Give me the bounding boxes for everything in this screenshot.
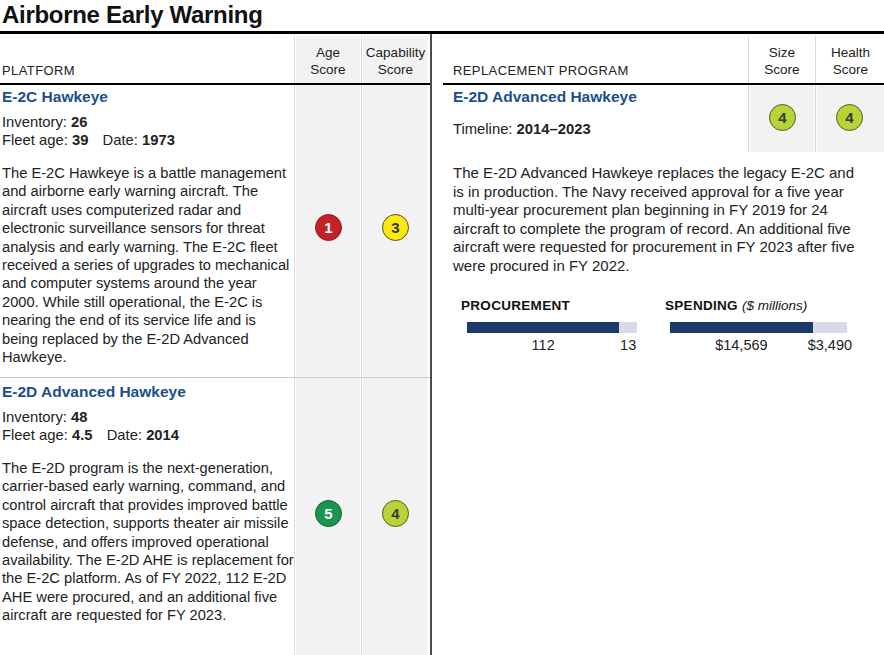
- procurement-bar: [467, 322, 637, 333]
- inventory-line-e2c: Inventory: 26: [2, 114, 88, 130]
- platform-name-e2c: E-2C Hawkeye: [2, 88, 108, 106]
- spending-bar-labels: $14,569 $3,490: [670, 337, 847, 355]
- replacement-program-name: E-2D Advanced Hawkeye: [453, 88, 637, 106]
- inventory-label: Inventory:: [2, 114, 67, 130]
- timeline-value: 2014–2023: [517, 121, 591, 137]
- procurement-procured-value: 112: [532, 337, 555, 353]
- inventory-line-e2d: Inventory: 48: [2, 409, 88, 425]
- capability-score-column-background: [363, 36, 428, 655]
- capability-score-badge-e2c: 3: [382, 214, 409, 241]
- fleet-age-value: 4.5: [72, 427, 93, 443]
- date-label: Date:: [103, 132, 138, 148]
- fleet-age-label: Fleet age:: [2, 132, 68, 148]
- spending-title-text: SPENDING: [665, 298, 738, 313]
- procurement-requested-segment: [619, 322, 637, 333]
- spending-spent-value: $14,569: [715, 337, 767, 353]
- platform-name-e2d: E-2D Advanced Hawkeye: [2, 383, 186, 401]
- platform-column-header: PLATFORM: [2, 63, 75, 78]
- platform-description-e2d: The E-2D program is the next-generation,…: [2, 459, 295, 625]
- date-label: Date:: [107, 427, 142, 443]
- age-score-badge-e2c: 1: [315, 214, 342, 241]
- timeline-line: Timeline: 2014–2023: [453, 121, 591, 137]
- airborne-early-warning-infographic: Airborne Early Warning PLATFORM Age Scor…: [0, 0, 884, 655]
- health-score-badge: 4: [836, 104, 863, 131]
- column-divider: [748, 36, 749, 152]
- procurement-bar-labels: 112 13: [467, 337, 637, 355]
- spending-bar: [670, 322, 847, 333]
- timeline-label: Timeline:: [453, 121, 512, 137]
- inventory-label: Inventory:: [2, 409, 67, 425]
- capability-score-column-header: Capability Score: [363, 44, 428, 78]
- replacement-program-column-header: REPLACEMENT PROGRAM: [453, 63, 629, 78]
- size-score-badge: 4: [769, 104, 796, 131]
- capability-score-badge-e2d: 4: [382, 500, 409, 527]
- procurement-procured-segment: [467, 322, 619, 333]
- page-title: Airborne Early Warning: [2, 1, 263, 29]
- replacement-program-description: The E-2D Advanced Hawkeye replaces the l…: [453, 164, 861, 276]
- procurement-chart-title: PROCUREMENT: [461, 298, 570, 313]
- date-value: 1973: [142, 132, 175, 148]
- spending-unit-text: ($ millions): [742, 298, 807, 313]
- health-score-column-header: Health Score: [817, 44, 884, 78]
- platform-description-e2c: The E-2C Hawkeye is a battle management …: [2, 164, 295, 366]
- platform-row-divider: [0, 377, 430, 378]
- column-divider: [361, 36, 362, 655]
- fleet-age-label: Fleet age:: [2, 427, 68, 443]
- center-divider: [430, 34, 432, 655]
- column-divider: [815, 36, 816, 152]
- age-score-column-background: [296, 36, 360, 655]
- spending-requested-value: $3,490: [808, 337, 852, 353]
- age-score-column-header: Age Score: [296, 44, 360, 78]
- left-header-rule: [0, 83, 430, 85]
- fleet-age-line-e2c: Fleet age: 39 Date: 1973: [2, 132, 175, 148]
- spending-chart-title: SPENDING ($ millions): [665, 298, 807, 313]
- procurement-requested-value: 13: [620, 337, 636, 353]
- right-header-rule: [443, 83, 884, 85]
- inventory-value: 48: [71, 409, 87, 425]
- title-rule: [0, 31, 884, 34]
- size-score-column-header: Size Score: [750, 44, 814, 78]
- spending-requested-segment: [813, 322, 847, 333]
- age-score-badge-e2d: 5: [315, 500, 342, 527]
- fleet-age-line-e2d: Fleet age: 4.5 Date: 2014: [2, 427, 179, 443]
- inventory-value: 26: [71, 114, 87, 130]
- fleet-age-value: 39: [72, 132, 88, 148]
- spending-spent-segment: [670, 322, 813, 333]
- date-value: 2014: [146, 427, 179, 443]
